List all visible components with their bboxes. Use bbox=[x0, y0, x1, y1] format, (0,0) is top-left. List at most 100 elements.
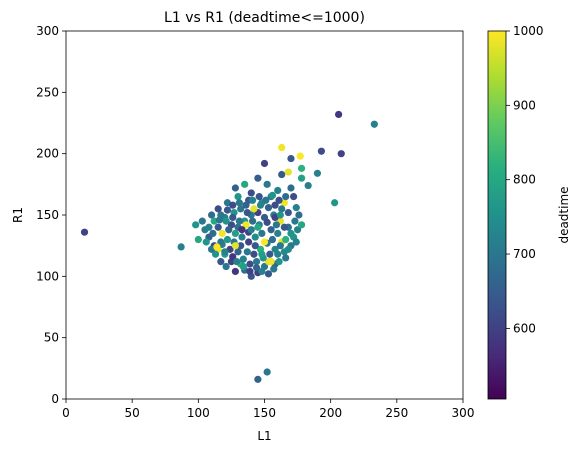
y-tick-label: 150 bbox=[36, 208, 59, 222]
x-tick-label: 0 bbox=[62, 406, 70, 420]
data-point bbox=[233, 258, 240, 265]
data-point bbox=[199, 218, 206, 225]
data-point bbox=[269, 192, 276, 199]
data-point bbox=[265, 204, 272, 211]
colorbar-tick-label: 600 bbox=[513, 321, 536, 335]
data-point bbox=[209, 230, 216, 237]
data-point bbox=[223, 218, 230, 225]
y-tick-label: 300 bbox=[36, 24, 59, 38]
data-point bbox=[291, 218, 298, 225]
x-tick-label: 200 bbox=[319, 406, 342, 420]
data-point bbox=[269, 236, 276, 243]
data-point bbox=[298, 175, 305, 182]
data-point bbox=[287, 230, 294, 237]
data-point bbox=[229, 214, 236, 221]
data-point bbox=[338, 150, 345, 157]
colorbar-tick-label: 700 bbox=[513, 247, 536, 261]
data-point bbox=[268, 258, 275, 265]
data-point bbox=[297, 153, 304, 160]
x-tick-label: 150 bbox=[253, 406, 276, 420]
data-point bbox=[278, 171, 285, 178]
data-point bbox=[240, 256, 247, 263]
data-point bbox=[256, 193, 263, 200]
data-point bbox=[262, 197, 269, 204]
data-point bbox=[275, 197, 282, 204]
data-point bbox=[258, 230, 265, 237]
data-point bbox=[240, 263, 247, 270]
y-tick-label: 200 bbox=[36, 147, 59, 161]
data-point bbox=[195, 236, 202, 243]
data-point bbox=[232, 184, 239, 191]
data-point bbox=[241, 181, 248, 188]
data-point bbox=[285, 209, 292, 216]
data-point bbox=[223, 263, 230, 270]
data-point bbox=[178, 243, 185, 250]
data-point bbox=[217, 258, 224, 265]
data-point bbox=[293, 238, 300, 245]
x-tick-label: 100 bbox=[187, 406, 210, 420]
data-point bbox=[261, 238, 268, 245]
data-point bbox=[203, 238, 210, 245]
data-point bbox=[318, 148, 325, 155]
data-point bbox=[242, 202, 249, 209]
x-tick-label: 250 bbox=[385, 406, 408, 420]
data-point bbox=[254, 376, 261, 383]
y-tick-label: 250 bbox=[36, 85, 59, 99]
x-axis-ticks: 0 50 100 150 200 250 300 bbox=[62, 399, 474, 420]
data-point bbox=[213, 243, 220, 250]
data-point bbox=[244, 209, 251, 216]
data-point bbox=[268, 226, 275, 233]
data-point bbox=[293, 204, 300, 211]
x-tick-label: 300 bbox=[452, 406, 475, 420]
data-point bbox=[331, 199, 338, 206]
data-point bbox=[264, 368, 271, 375]
data-point bbox=[298, 221, 305, 228]
data-point bbox=[258, 251, 265, 258]
data-point bbox=[295, 211, 302, 218]
data-point bbox=[250, 251, 257, 258]
data-point bbox=[257, 202, 264, 209]
colorbar bbox=[488, 31, 506, 399]
data-point bbox=[335, 111, 342, 118]
y-tick-label: 0 bbox=[51, 392, 59, 406]
data-point bbox=[277, 242, 284, 249]
data-point bbox=[371, 121, 378, 128]
data-point bbox=[273, 221, 280, 228]
data-point bbox=[281, 224, 288, 231]
data-point bbox=[224, 236, 231, 243]
data-point bbox=[215, 224, 222, 231]
data-point bbox=[234, 193, 241, 200]
data-point bbox=[234, 248, 241, 255]
data-point bbox=[305, 182, 312, 189]
y-tick-label: 50 bbox=[44, 331, 59, 345]
data-point bbox=[81, 229, 88, 236]
data-point bbox=[282, 193, 289, 200]
data-point bbox=[278, 144, 285, 151]
data-point bbox=[232, 242, 239, 249]
x-axis-label: L1 bbox=[257, 429, 271, 443]
data-point bbox=[216, 216, 223, 223]
data-point bbox=[236, 199, 243, 206]
data-points bbox=[81, 111, 378, 383]
colorbar-label: deadtime bbox=[557, 186, 571, 243]
data-point bbox=[274, 187, 281, 194]
data-point bbox=[246, 260, 253, 267]
data-point bbox=[246, 268, 253, 275]
data-point bbox=[249, 197, 256, 204]
data-point bbox=[232, 268, 239, 275]
data-point bbox=[264, 181, 271, 188]
data-point bbox=[215, 205, 222, 212]
data-point bbox=[285, 168, 292, 175]
data-point bbox=[298, 165, 305, 172]
data-point bbox=[265, 270, 272, 277]
data-point bbox=[287, 155, 294, 162]
data-point bbox=[287, 184, 294, 191]
data-point bbox=[248, 226, 255, 233]
data-point bbox=[253, 258, 260, 265]
data-point bbox=[254, 175, 261, 182]
y-axis-label: R1 bbox=[11, 207, 25, 223]
data-point bbox=[224, 206, 231, 213]
data-point bbox=[274, 230, 281, 237]
data-point bbox=[238, 233, 245, 240]
data-point bbox=[232, 230, 239, 237]
